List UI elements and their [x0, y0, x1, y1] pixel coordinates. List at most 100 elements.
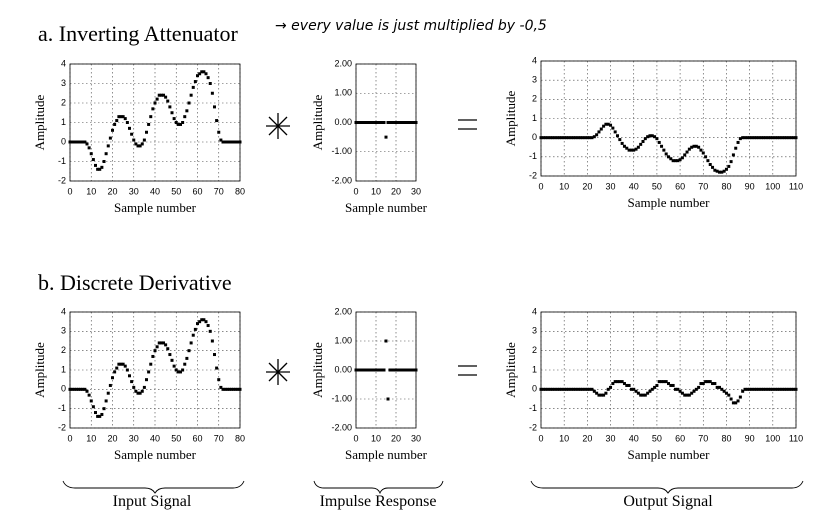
data-point: [592, 389, 596, 393]
data-point: [176, 370, 180, 374]
data-point: [132, 138, 136, 142]
data-point: [616, 134, 619, 138]
x-tick-label: 30: [606, 433, 616, 443]
data-point: [104, 152, 108, 156]
data-point: [232, 387, 236, 391]
data-point: [590, 136, 594, 140]
data-point: [604, 122, 608, 126]
data-point: [155, 345, 159, 349]
data-point: [546, 387, 550, 391]
data-point: [187, 101, 191, 105]
data-point: [715, 385, 719, 389]
data-point: [741, 389, 745, 393]
data-point: [392, 368, 396, 372]
x-tick-label: 100: [765, 433, 780, 443]
data-point: [119, 115, 123, 119]
data-point: [720, 170, 724, 174]
data-point: [370, 368, 374, 372]
x-tick-label: 10: [86, 186, 96, 196]
data-point: [678, 389, 682, 393]
x-tick-label: 10: [559, 181, 569, 191]
data-point: [606, 387, 610, 391]
data-point: [782, 136, 786, 140]
data-point: [773, 387, 777, 391]
data-point: [639, 142, 643, 146]
data-point: [565, 387, 568, 391]
data-point: [613, 380, 617, 384]
y-tick-label: 1: [61, 364, 66, 374]
data-point: [662, 148, 666, 152]
data-point: [731, 153, 735, 157]
data-point: [539, 387, 543, 391]
data-point: [390, 121, 394, 124]
x-tick-label: 80: [721, 433, 731, 443]
x-tick-label: 10: [371, 433, 381, 443]
data-point: [759, 136, 763, 140]
data-point: [650, 134, 654, 138]
data-point: [764, 387, 768, 391]
data-point: [724, 167, 728, 171]
data-point: [362, 368, 366, 372]
data-point: [734, 401, 738, 405]
data-point: [196, 74, 199, 78]
x-axis-title: Sample number: [114, 447, 197, 462]
data-point: [736, 140, 740, 144]
data-point: [140, 389, 144, 393]
data-point: [140, 142, 144, 146]
data-point: [625, 146, 629, 150]
data-point: [641, 140, 645, 143]
data-point: [172, 117, 176, 121]
data-point: [223, 140, 227, 144]
x-axis-title: Sample number: [345, 200, 428, 215]
data-point: [382, 121, 386, 124]
x-tick-label: 70: [214, 186, 224, 196]
data-point: [106, 144, 110, 148]
x-tick-label: 20: [107, 186, 117, 196]
data-point: [87, 393, 91, 397]
data-point: [704, 155, 708, 159]
data-point: [108, 383, 112, 387]
data-point: [230, 140, 233, 144]
data-point: [595, 133, 599, 137]
data-point: [358, 368, 362, 372]
heading: a. Inverting Attenuator: [38, 21, 238, 46]
data-point: [236, 387, 240, 391]
data-point: [91, 158, 95, 162]
data-point: [121, 362, 125, 366]
data-point: [374, 368, 378, 372]
data-point: [406, 368, 410, 372]
x-tick-label: 100: [765, 181, 780, 191]
data-point: [185, 356, 189, 360]
data-point: [217, 378, 221, 382]
data-point: [372, 121, 376, 124]
x-axis-title: Sample number: [114, 200, 197, 215]
data-point: [210, 339, 214, 343]
data-point: [232, 140, 236, 144]
data-point: [185, 109, 189, 113]
data-point: [368, 121, 372, 124]
data-point: [567, 136, 571, 140]
y-tick-label: 0: [61, 384, 66, 394]
data-point: [183, 115, 187, 119]
data-point: [750, 387, 754, 391]
data-point: [388, 368, 392, 372]
y-axis-title: Amplitude: [32, 94, 47, 150]
data-point: [541, 387, 545, 391]
data-point: [400, 368, 404, 372]
data-point: [555, 387, 559, 391]
data-point: [701, 382, 705, 386]
data-point: [364, 368, 368, 372]
convolve-symbol: [266, 113, 290, 139]
data-point: [775, 387, 779, 391]
y-tick-label: -2: [529, 170, 537, 180]
y-tick-label: 3: [61, 78, 66, 88]
data-point: [100, 412, 104, 416]
data-point: [578, 387, 582, 391]
data-point: [599, 127, 603, 131]
data-point: [618, 138, 622, 142]
data-point: [687, 393, 691, 397]
x-tick-label: 70: [698, 433, 708, 443]
data-point: [198, 320, 202, 324]
data-point: [204, 320, 208, 324]
data-point: [142, 138, 146, 142]
